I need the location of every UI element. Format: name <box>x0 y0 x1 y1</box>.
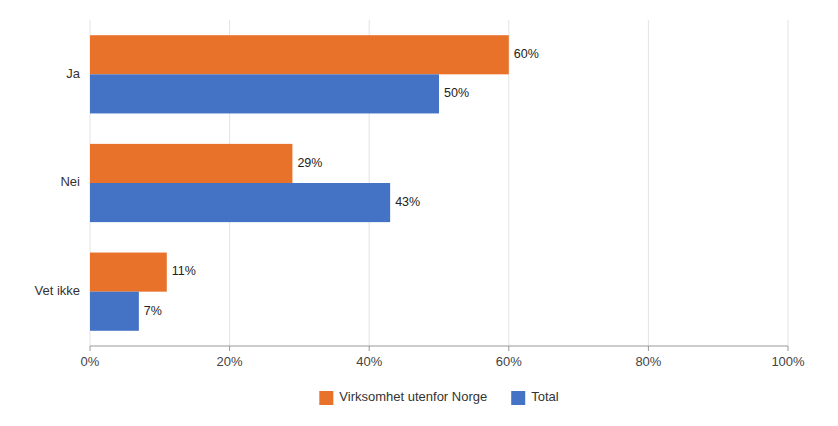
tick-label: 80% <box>635 354 661 369</box>
category-label: Nei <box>60 174 80 189</box>
tick-mark <box>90 346 91 351</box>
grid <box>90 20 788 346</box>
chart-container: 0% 20% 40% 60% 80% 100% Ja Nei Vet ikke 60% 29% 11%… <box>0 0 838 426</box>
category-label: Ja <box>66 66 81 81</box>
bar <box>90 74 439 113</box>
legend-label: Total <box>531 389 559 404</box>
legend-label: Virksomhet utenfor Norge <box>339 389 487 404</box>
bar <box>90 292 139 331</box>
bar <box>90 253 167 292</box>
bar <box>90 35 509 74</box>
bar <box>90 144 292 183</box>
legend-item: Total <box>511 389 559 405</box>
tick-label: 100% <box>771 354 805 369</box>
tick-mark <box>648 346 649 351</box>
legend-swatch <box>511 391 525 405</box>
data-label: 29% <box>297 156 322 170</box>
category-label: Vet ikke <box>34 283 80 298</box>
y-axis: Ja Nei Vet ikke <box>34 66 80 298</box>
tick-label: 40% <box>356 354 382 369</box>
tick-label: 20% <box>217 354 243 369</box>
tick-mark <box>508 346 509 351</box>
data-label: 11% <box>172 264 196 278</box>
grid-line <box>648 20 649 346</box>
chart: 0% 20% 40% 60% 80% 100% Ja Nei Vet ikke 60% 29% 11%… <box>0 0 838 426</box>
grid-line <box>788 20 789 346</box>
tick-label: 0% <box>81 354 100 369</box>
data-label: 7% <box>144 304 162 318</box>
data-labels: 60% 29% 11% 50% 43% 7% <box>144 47 539 317</box>
legend-item: Virksomhet utenfor Norge <box>319 389 487 405</box>
data-label: 60% <box>514 47 539 61</box>
axis-line <box>90 346 788 347</box>
tick-mark <box>229 346 230 351</box>
tick-mark <box>788 346 789 351</box>
tick-label: 60% <box>496 354 522 369</box>
data-label: 50% <box>444 86 469 100</box>
legend: Virksomhet utenfor Norge Total <box>319 389 558 405</box>
tick-mark <box>369 346 370 351</box>
legend-swatch <box>319 391 333 405</box>
x-axis: 0% 20% 40% 60% 80% 100% <box>81 346 805 369</box>
data-label: 43% <box>395 195 420 209</box>
bars <box>90 35 509 331</box>
bar <box>90 183 390 222</box>
